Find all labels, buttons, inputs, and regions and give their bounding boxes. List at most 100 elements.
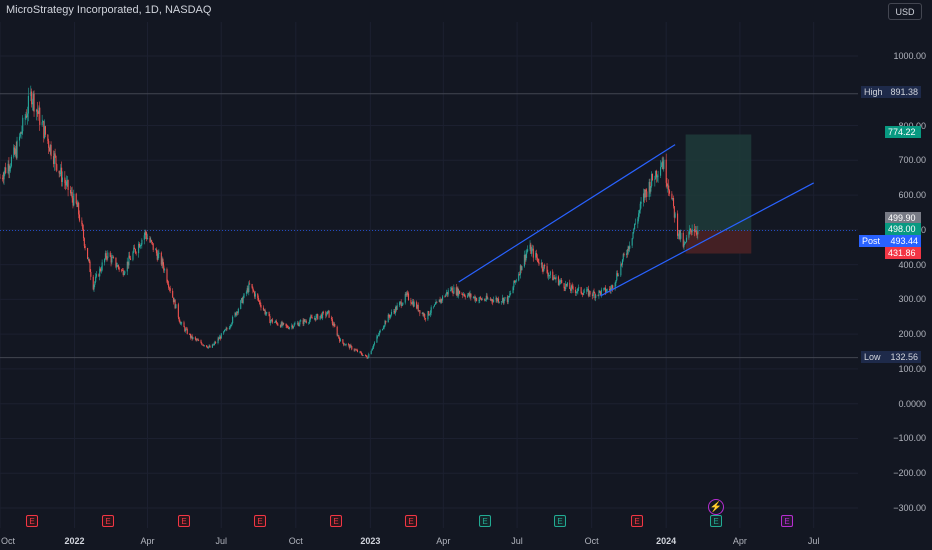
candle-body	[651, 173, 653, 187]
candle-body	[400, 301, 402, 306]
earnings-event-icon[interactable]: E	[330, 515, 342, 527]
candle-body	[158, 252, 160, 255]
earnings-event-icon[interactable]: E	[631, 515, 643, 527]
candle-body	[491, 299, 493, 301]
candle-body	[59, 173, 61, 174]
earnings-event-icon[interactable]: E	[102, 515, 114, 527]
candle-body	[382, 327, 384, 329]
candle-body	[42, 121, 44, 123]
candle-body	[168, 284, 170, 288]
candle-body	[451, 287, 453, 293]
candle-body	[95, 274, 98, 277]
candle-body	[207, 346, 209, 348]
earnings-event-icon[interactable]: E	[26, 515, 38, 527]
candle-body	[506, 297, 508, 303]
candle-body	[164, 269, 166, 271]
candle-body	[486, 295, 488, 299]
dividend-event-icon[interactable]: E	[781, 515, 793, 527]
low-label: Low	[864, 352, 881, 362]
candle-body	[253, 290, 255, 292]
candle-body	[95, 276, 97, 282]
candle-body	[82, 224, 84, 230]
candle-body	[507, 296, 509, 303]
candle-body	[566, 283, 568, 286]
candle-body	[336, 326, 338, 336]
candle-body	[190, 335, 192, 338]
candle-body	[587, 288, 589, 290]
candle-body	[497, 298, 500, 303]
candle-body	[326, 314, 328, 316]
candle-body	[546, 266, 548, 273]
candle-body	[309, 319, 311, 323]
candle-body	[487, 298, 489, 300]
candle-body	[317, 314, 319, 320]
candle-body	[140, 244, 142, 246]
candle-body	[503, 298, 505, 303]
candle-body	[209, 345, 211, 348]
candle-body	[401, 304, 403, 306]
candle-body	[54, 153, 56, 156]
candle-body	[603, 288, 605, 290]
candle-body	[232, 316, 234, 323]
candle-body	[38, 107, 40, 114]
candle-body	[189, 333, 191, 335]
candle-body	[481, 299, 483, 301]
candle-body	[632, 232, 634, 239]
symbol-title[interactable]: MicroStrategy Incorporated, 1D, NASDAQ	[6, 4, 212, 16]
candle-body	[219, 336, 221, 340]
candle-body	[180, 323, 182, 325]
candle-body	[184, 327, 186, 332]
candle-body	[260, 305, 262, 308]
candle-body	[446, 292, 448, 295]
earnings-event-icon[interactable]: E	[479, 515, 491, 527]
candle-body	[373, 344, 375, 348]
candle-body	[286, 325, 288, 327]
candle-body	[680, 232, 682, 239]
candle-body	[166, 269, 168, 282]
candle-body	[311, 317, 313, 319]
earnings-event-icon[interactable]: E	[554, 515, 566, 527]
candle-body	[416, 302, 418, 309]
candle-body	[570, 289, 572, 291]
candle-body	[129, 255, 131, 259]
candle-body	[236, 311, 238, 316]
candle-body	[302, 320, 304, 324]
candle-body	[464, 296, 466, 298]
candle-body	[496, 297, 498, 302]
earnings-event-icon[interactable]: E	[710, 515, 722, 527]
currency-button[interactable]: USD	[888, 3, 922, 20]
candle-body	[515, 280, 517, 282]
candle-body	[649, 181, 651, 192]
candle-body	[121, 269, 123, 271]
earnings-event-icon[interactable]: E	[254, 515, 266, 527]
earnings-event-icon[interactable]: E	[405, 515, 417, 527]
candle-body	[461, 293, 463, 295]
candle-body	[241, 298, 243, 304]
time-tick-label: 2023	[360, 536, 381, 546]
candle-body	[367, 357, 369, 359]
candle-body	[117, 264, 119, 268]
candle-body	[527, 249, 529, 252]
earnings-event-icon[interactable]: E	[178, 515, 190, 527]
candle-body	[10, 166, 12, 169]
candle-body	[433, 306, 435, 308]
candle-body	[331, 319, 333, 324]
candle-body	[112, 256, 114, 258]
lightning-icon[interactable]: ⚡	[708, 499, 724, 515]
candle-body	[468, 293, 470, 297]
candle-body	[685, 241, 687, 243]
high-value: 891.38	[890, 87, 918, 97]
candle-body	[253, 291, 256, 297]
candle-body	[263, 309, 265, 311]
candle-body	[429, 312, 431, 315]
candle-body	[33, 93, 35, 112]
candle-body	[609, 289, 611, 291]
candle-body	[315, 315, 317, 321]
candle-body	[144, 231, 146, 236]
candle-body	[450, 287, 453, 291]
candle-body	[32, 93, 34, 103]
candle-body	[455, 287, 457, 295]
candle-body	[393, 311, 395, 312]
